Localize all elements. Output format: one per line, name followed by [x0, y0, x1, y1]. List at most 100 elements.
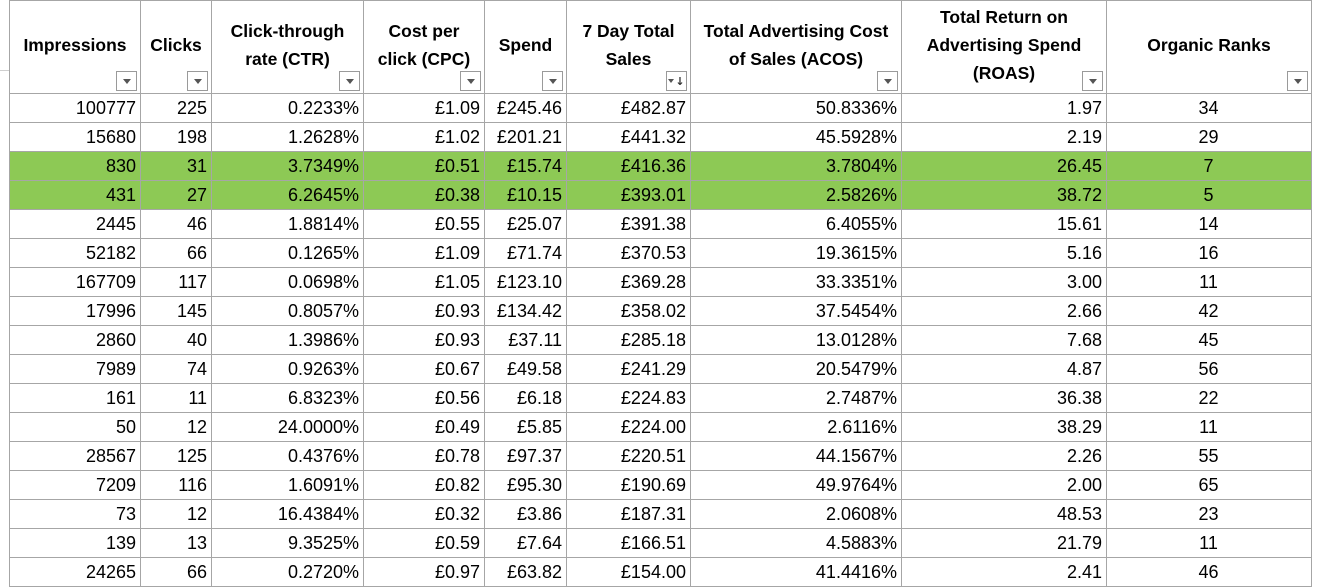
- cell-cost-per-click[interactable]: £1.09: [363, 238, 485, 268]
- cell-total-return-on-advertising-spend[interactable]: 2.19: [901, 122, 1107, 152]
- cell-cost-per-click[interactable]: £0.55: [363, 209, 485, 239]
- cell-total-return-on-advertising-spend[interactable]: 1.97: [901, 93, 1107, 123]
- cell-impressions[interactable]: 28567: [9, 441, 141, 471]
- column-header-total-return-on-advertising-spend[interactable]: Total Return on Advertising Spend (ROAS): [901, 0, 1107, 94]
- cell-clicks[interactable]: 12: [140, 412, 212, 442]
- cell-total-return-on-advertising-spend[interactable]: 2.26: [901, 441, 1107, 471]
- column-header-impressions[interactable]: Impressions: [9, 0, 141, 94]
- cell-spend[interactable]: £245.46: [484, 93, 567, 123]
- cell-spend[interactable]: £37.11: [484, 325, 567, 355]
- cell-spend[interactable]: £10.15: [484, 180, 567, 210]
- cell-total-return-on-advertising-spend[interactable]: 2.41: [901, 557, 1107, 587]
- cell-impressions[interactable]: 167709: [9, 267, 141, 297]
- cell-organic-ranks[interactable]: 11: [1106, 412, 1312, 442]
- cell-spend[interactable]: £134.42: [484, 296, 567, 326]
- cell-impressions[interactable]: 2860: [9, 325, 141, 355]
- filter-dropdown-icon[interactable]: [1082, 71, 1103, 91]
- cell-7-day-total-sales[interactable]: £154.00: [566, 557, 691, 587]
- cell-click-through-rate[interactable]: 24.0000%: [211, 412, 364, 442]
- cell-clicks[interactable]: 13: [140, 528, 212, 558]
- cell-organic-ranks[interactable]: 16: [1106, 238, 1312, 268]
- cell-clicks[interactable]: 125: [140, 441, 212, 471]
- cell-click-through-rate[interactable]: 0.2233%: [211, 93, 364, 123]
- cell-spend[interactable]: £49.58: [484, 354, 567, 384]
- cell-organic-ranks[interactable]: 11: [1106, 267, 1312, 297]
- cell-7-day-total-sales[interactable]: £358.02: [566, 296, 691, 326]
- cell-clicks[interactable]: 46: [140, 209, 212, 239]
- cell-click-through-rate[interactable]: 3.7349%: [211, 151, 364, 181]
- cell-impressions[interactable]: 17996: [9, 296, 141, 326]
- cell-cost-per-click[interactable]: £0.97: [363, 557, 485, 587]
- cell-impressions[interactable]: 73: [9, 499, 141, 529]
- cell-total-advertising-cost-of-sales[interactable]: 2.0608%: [690, 499, 902, 529]
- cell-clicks[interactable]: 116: [140, 470, 212, 500]
- cell-cost-per-click[interactable]: £0.78: [363, 441, 485, 471]
- cell-total-return-on-advertising-spend[interactable]: 38.72: [901, 180, 1107, 210]
- column-header-7-day-total-sales[interactable]: 7 Day Total Sales ↓: [566, 0, 691, 94]
- cell-7-day-total-sales[interactable]: £393.01: [566, 180, 691, 210]
- cell-organic-ranks[interactable]: 23: [1106, 499, 1312, 529]
- cell-organic-ranks[interactable]: 56: [1106, 354, 1312, 384]
- sort-descending-filter-icon[interactable]: ↓: [666, 71, 687, 91]
- cell-click-through-rate[interactable]: 1.2628%: [211, 122, 364, 152]
- cell-total-return-on-advertising-spend[interactable]: 21.79: [901, 528, 1107, 558]
- cell-spend[interactable]: £25.07: [484, 209, 567, 239]
- cell-7-day-total-sales[interactable]: £187.31: [566, 499, 691, 529]
- cell-click-through-rate[interactable]: 6.8323%: [211, 383, 364, 413]
- cell-click-through-rate[interactable]: 0.8057%: [211, 296, 364, 326]
- cell-7-day-total-sales[interactable]: £190.69: [566, 470, 691, 500]
- cell-total-advertising-cost-of-sales[interactable]: 3.7804%: [690, 151, 902, 181]
- cell-total-return-on-advertising-spend[interactable]: 4.87: [901, 354, 1107, 384]
- cell-organic-ranks[interactable]: 29: [1106, 122, 1312, 152]
- filter-dropdown-icon[interactable]: [542, 71, 563, 91]
- cell-total-advertising-cost-of-sales[interactable]: 20.5479%: [690, 354, 902, 384]
- cell-organic-ranks[interactable]: 55: [1106, 441, 1312, 471]
- cell-cost-per-click[interactable]: £0.93: [363, 296, 485, 326]
- cell-total-advertising-cost-of-sales[interactable]: 44.1567%: [690, 441, 902, 471]
- filter-dropdown-icon[interactable]: [1287, 71, 1308, 91]
- cell-impressions[interactable]: 24265: [9, 557, 141, 587]
- cell-clicks[interactable]: 12: [140, 499, 212, 529]
- filter-dropdown-icon[interactable]: [339, 71, 360, 91]
- cell-clicks[interactable]: 66: [140, 238, 212, 268]
- column-header-clicks[interactable]: Clicks: [140, 0, 212, 94]
- column-header-organic-ranks[interactable]: Organic Ranks: [1106, 0, 1312, 94]
- cell-spend[interactable]: £97.37: [484, 441, 567, 471]
- cell-7-day-total-sales[interactable]: £441.32: [566, 122, 691, 152]
- filter-dropdown-icon[interactable]: [116, 71, 137, 91]
- cell-total-return-on-advertising-spend[interactable]: 15.61: [901, 209, 1107, 239]
- cell-organic-ranks[interactable]: 34: [1106, 93, 1312, 123]
- cell-7-day-total-sales[interactable]: £482.87: [566, 93, 691, 123]
- cell-organic-ranks[interactable]: 45: [1106, 325, 1312, 355]
- cell-clicks[interactable]: 40: [140, 325, 212, 355]
- cell-clicks[interactable]: 11: [140, 383, 212, 413]
- cell-cost-per-click[interactable]: £1.05: [363, 267, 485, 297]
- cell-click-through-rate[interactable]: 1.3986%: [211, 325, 364, 355]
- filter-dropdown-icon[interactable]: [460, 71, 481, 91]
- cell-cost-per-click[interactable]: £1.09: [363, 93, 485, 123]
- cell-total-return-on-advertising-spend[interactable]: 3.00: [901, 267, 1107, 297]
- cell-clicks[interactable]: 117: [140, 267, 212, 297]
- cell-organic-ranks[interactable]: 5: [1106, 180, 1312, 210]
- cell-total-advertising-cost-of-sales[interactable]: 37.5454%: [690, 296, 902, 326]
- cell-click-through-rate[interactable]: 6.2645%: [211, 180, 364, 210]
- cell-impressions[interactable]: 139: [9, 528, 141, 558]
- cell-clicks[interactable]: 145: [140, 296, 212, 326]
- cell-total-return-on-advertising-spend[interactable]: 2.00: [901, 470, 1107, 500]
- cell-total-return-on-advertising-spend[interactable]: 38.29: [901, 412, 1107, 442]
- cell-total-return-on-advertising-spend[interactable]: 48.53: [901, 499, 1107, 529]
- cell-impressions[interactable]: 7989: [9, 354, 141, 384]
- cell-cost-per-click[interactable]: £0.56: [363, 383, 485, 413]
- cell-click-through-rate[interactable]: 16.4384%: [211, 499, 364, 529]
- cell-organic-ranks[interactable]: 65: [1106, 470, 1312, 500]
- column-header-total-advertising-cost-of-sales[interactable]: Total Advertising Cost of Sales (ACOS): [690, 0, 902, 94]
- cell-cost-per-click[interactable]: £1.02: [363, 122, 485, 152]
- cell-spend[interactable]: £3.86: [484, 499, 567, 529]
- cell-total-advertising-cost-of-sales[interactable]: 4.5883%: [690, 528, 902, 558]
- cell-total-advertising-cost-of-sales[interactable]: 2.5826%: [690, 180, 902, 210]
- cell-organic-ranks[interactable]: 7: [1106, 151, 1312, 181]
- cell-total-advertising-cost-of-sales[interactable]: 2.7487%: [690, 383, 902, 413]
- cell-total-return-on-advertising-spend[interactable]: 5.16: [901, 238, 1107, 268]
- cell-7-day-total-sales[interactable]: £391.38: [566, 209, 691, 239]
- cell-total-advertising-cost-of-sales[interactable]: 13.0128%: [690, 325, 902, 355]
